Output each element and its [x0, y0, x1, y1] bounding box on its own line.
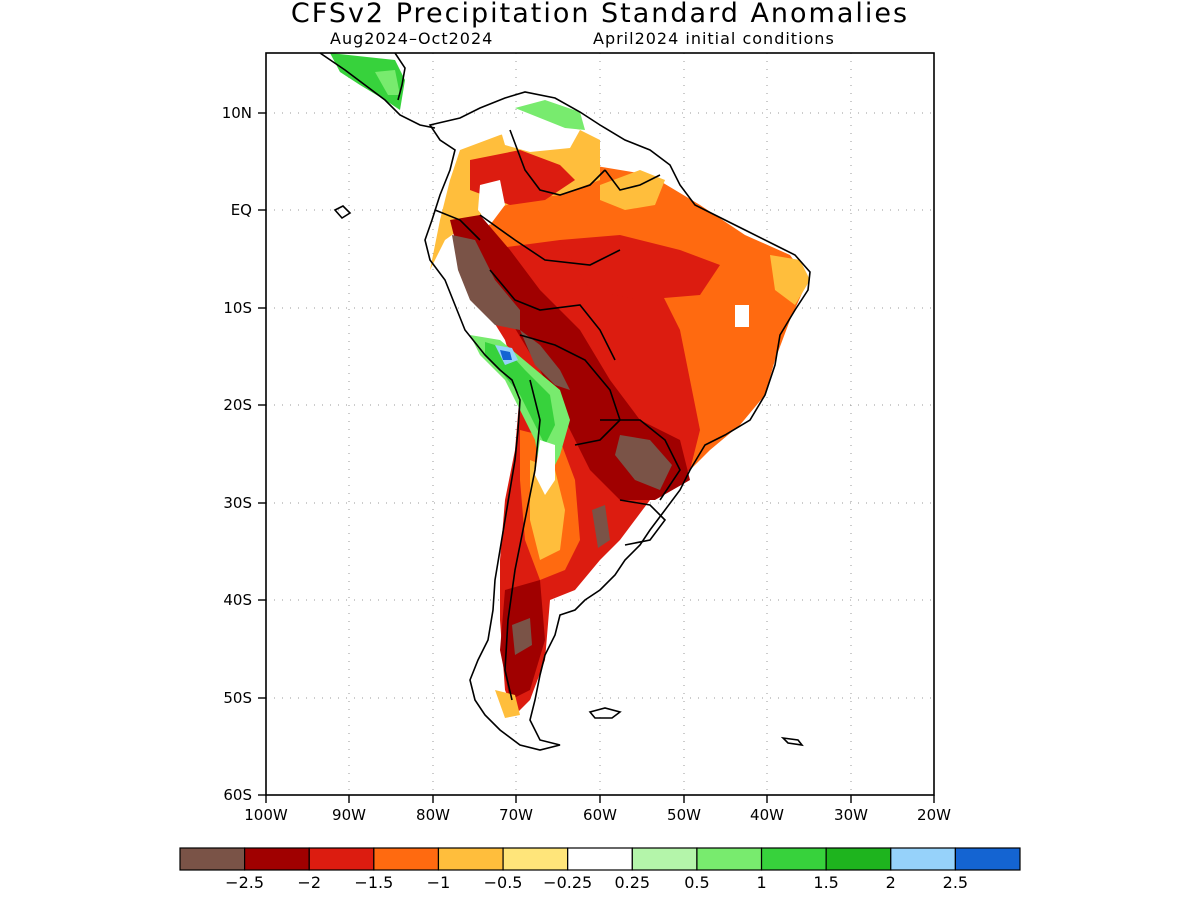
colorbar-label: 0.5 — [684, 873, 710, 892]
tierra-del-fuego-light — [495, 690, 520, 718]
andes-white — [535, 440, 555, 495]
lat-label: 20S — [223, 396, 252, 414]
central-america-coastline — [319, 53, 436, 129]
latitude-labels: 10N EQ 10S 20S 30S 40S 50S 60S — [222, 104, 252, 804]
border-guianas — [604, 169, 661, 191]
map-area — [266, 53, 934, 795]
central-america-green — [330, 53, 405, 110]
colorbar-swatch — [696, 847, 763, 871]
colorbar-label: −2.5 — [225, 873, 265, 892]
colorbar-swatch — [760, 847, 827, 871]
lon-label: 90W — [332, 806, 366, 824]
andes-dark-green — [485, 342, 555, 445]
colorbar — [179, 847, 1021, 871]
subtitle-init: April2024 initial conditions — [593, 29, 835, 48]
colorbar-swatch — [825, 847, 892, 871]
colorbar-label: −1 — [426, 873, 451, 892]
border-ecuador — [434, 209, 481, 241]
lat-label: 30S — [223, 494, 252, 512]
colorbar-swatch — [308, 847, 375, 871]
colorbar-swatch — [890, 847, 956, 871]
longitude-labels: 100W 90W 80W 70W 60W 50W 40W 30W 20W — [244, 806, 951, 824]
subtitle-period: Aug2024–Oct2024 — [330, 29, 494, 48]
colorbar-label: 1.5 — [813, 873, 839, 892]
border-colombia-brazil — [479, 214, 621, 266]
lat-label: 10N — [222, 104, 252, 122]
argentina-brown — [592, 505, 610, 548]
peru-brown — [452, 235, 520, 330]
coastlines — [319, 53, 811, 751]
south-america-coastline — [424, 91, 811, 751]
lat-label: EQ — [231, 201, 252, 219]
central-argentina-light — [530, 460, 565, 560]
border-venezuela — [509, 129, 606, 196]
border-uruguay — [619, 499, 667, 546]
colorbar-swatch — [244, 847, 310, 871]
colorbar-label: 1 — [756, 873, 767, 892]
east-brazil-light — [770, 255, 810, 305]
brazil-red-patch — [560, 235, 720, 300]
lon-label: 20W — [917, 806, 951, 824]
lon-label: 60W — [583, 806, 617, 824]
andes-dark-red — [450, 215, 690, 500]
peru-dark-blue — [500, 350, 512, 360]
colorbar-label: 2.5 — [942, 873, 969, 892]
colorbar-label: −2 — [297, 873, 322, 892]
colorbar-label: −0.5 — [483, 873, 523, 892]
colorbar-swatch — [179, 847, 246, 871]
lon-label: 80W — [416, 806, 450, 824]
colorbar-label: −0.25 — [543, 873, 593, 892]
colorbar-label: 2 — [885, 873, 896, 892]
central-america-light-green — [375, 70, 400, 95]
caribbean-white — [500, 118, 580, 152]
paraguay-brown — [615, 435, 672, 490]
falklands — [588, 707, 622, 719]
border-chile-argentina — [504, 379, 541, 701]
colorbar-swatch — [567, 847, 633, 871]
lat-label: 50S — [223, 689, 252, 707]
south-georgia — [780, 736, 804, 747]
brazil-white-square — [735, 305, 749, 327]
colorbar-swatch — [502, 847, 569, 871]
patagonia-brown — [512, 618, 532, 655]
border-bolivia — [519, 334, 621, 446]
lon-label: 70W — [499, 806, 533, 824]
central-america-north — [394, 53, 406, 101]
axis-ticks — [258, 112, 935, 803]
border-peru-brazil — [489, 269, 616, 361]
lat-label: 40S — [223, 591, 252, 609]
colorbar-swatch — [954, 847, 1021, 871]
lat-label: 60S — [223, 786, 252, 804]
lon-label: 40W — [750, 806, 784, 824]
lat-label: 10S — [223, 299, 252, 317]
colombia-white — [478, 180, 505, 225]
lon-label: 100W — [244, 806, 288, 824]
galapagos — [333, 205, 352, 220]
colorbar-swatch — [631, 847, 698, 871]
colorbar-label: −1.5 — [354, 873, 394, 892]
colorbar-swatch — [373, 847, 440, 871]
colorbar-label: 0.25 — [614, 873, 651, 892]
caribbean-green — [515, 100, 585, 130]
lon-label: 50W — [667, 806, 701, 824]
lon-label: 30W — [834, 806, 868, 824]
map-title: CFSv2 Precipitation Standard Anomalies — [290, 0, 910, 29]
anomaly-shading — [330, 53, 810, 718]
colorbar-swatch — [437, 847, 504, 871]
border-paraguay — [600, 419, 681, 501]
bolivia-brown — [520, 330, 570, 390]
